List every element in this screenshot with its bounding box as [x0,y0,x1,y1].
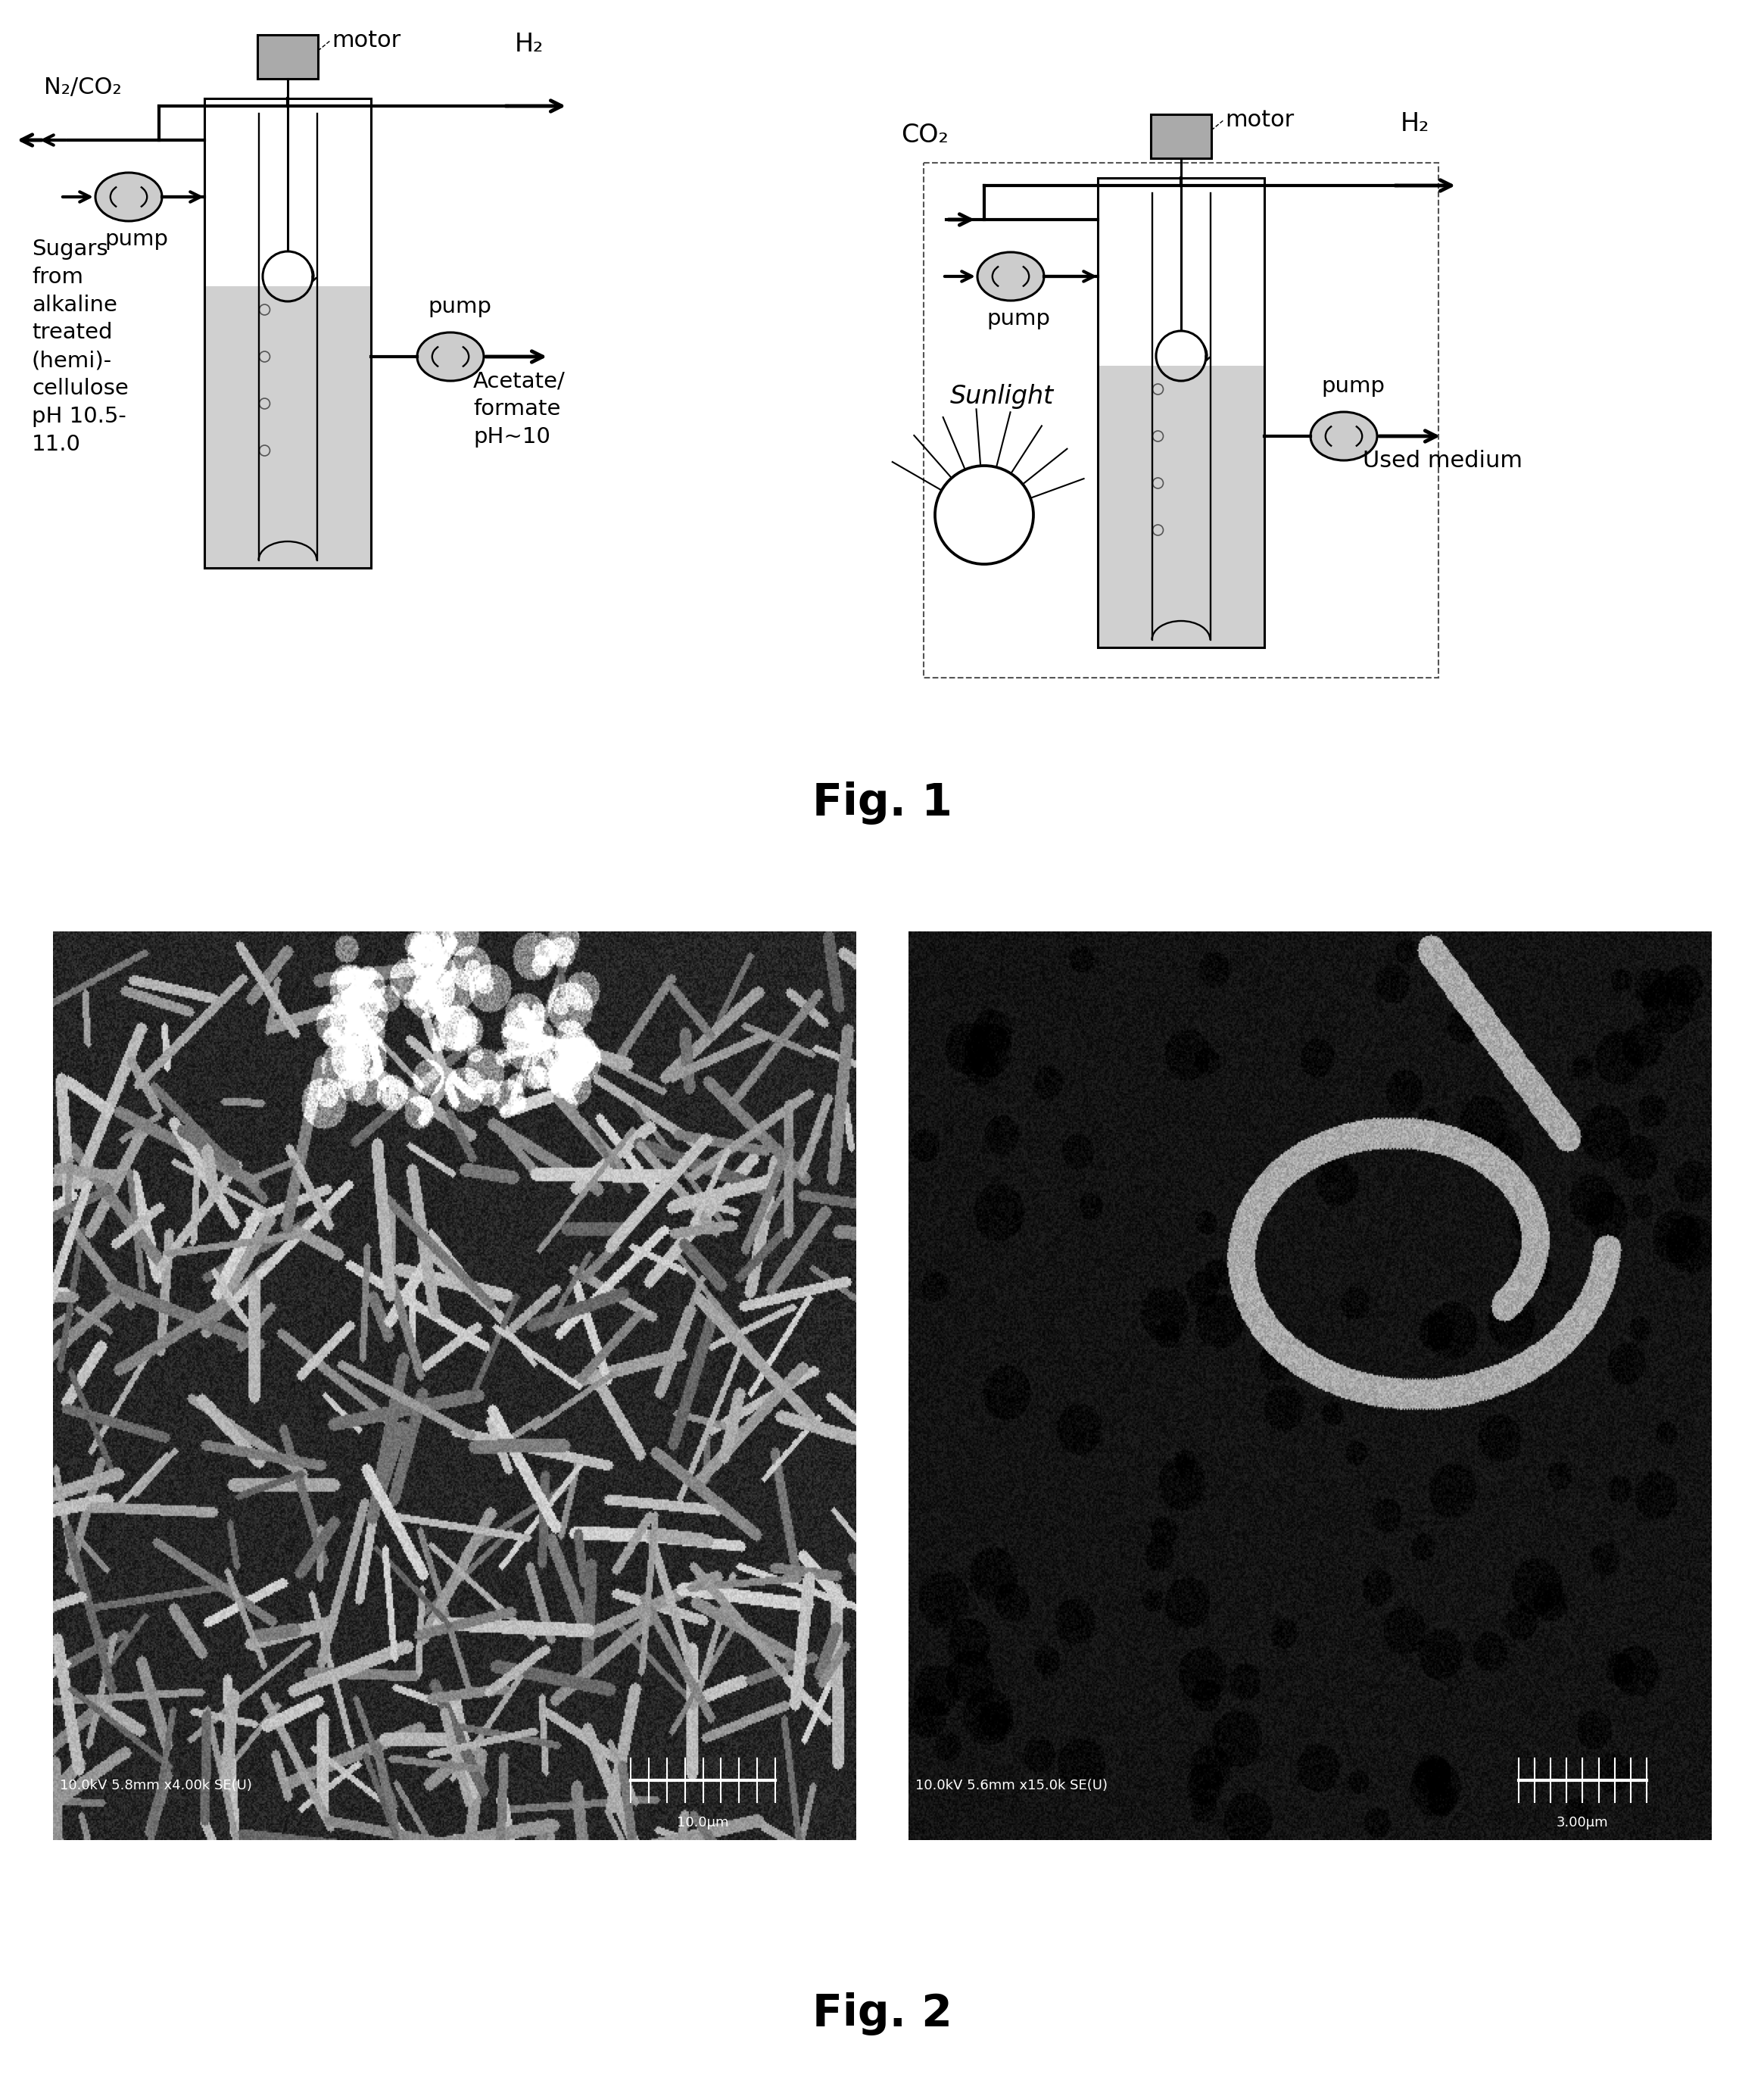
Text: pump: pump [1321,375,1385,398]
Ellipse shape [95,172,162,222]
Bar [1150,115,1212,159]
Text: pump: pump [986,308,1050,329]
Text: pump: pump [427,295,492,318]
Ellipse shape [416,333,483,381]
Bar [205,98,370,567]
Ellipse shape [977,251,1044,301]
Bar [1097,178,1265,647]
Text: Fig. 2: Fig. 2 [811,1993,953,2036]
Ellipse shape [1311,412,1378,460]
Text: N₂/CO₂: N₂/CO₂ [44,77,122,98]
Text: CO₂: CO₂ [901,123,949,149]
Text: Acetate/
formate
pH~10: Acetate/ formate pH~10 [473,370,566,448]
Text: motor: motor [332,29,400,50]
Bar [1097,366,1265,647]
Bar [924,163,1438,678]
Text: motor: motor [1224,109,1295,130]
Text: H₂: H₂ [515,31,543,57]
Text: Sugars
from
alkaline
treated
(hemi)-
cellulose
pH 10.5-
11.0: Sugars from alkaline treated (hemi)- cel… [32,239,129,454]
Text: Sunlight: Sunlight [951,383,1055,408]
Bar [205,287,370,567]
Text: pump: pump [104,228,168,249]
Text: H₂: H₂ [1401,111,1429,136]
Text: Used medium: Used medium [1364,450,1522,471]
Text: Fig. 1: Fig. 1 [811,781,953,825]
Bar [258,36,318,80]
